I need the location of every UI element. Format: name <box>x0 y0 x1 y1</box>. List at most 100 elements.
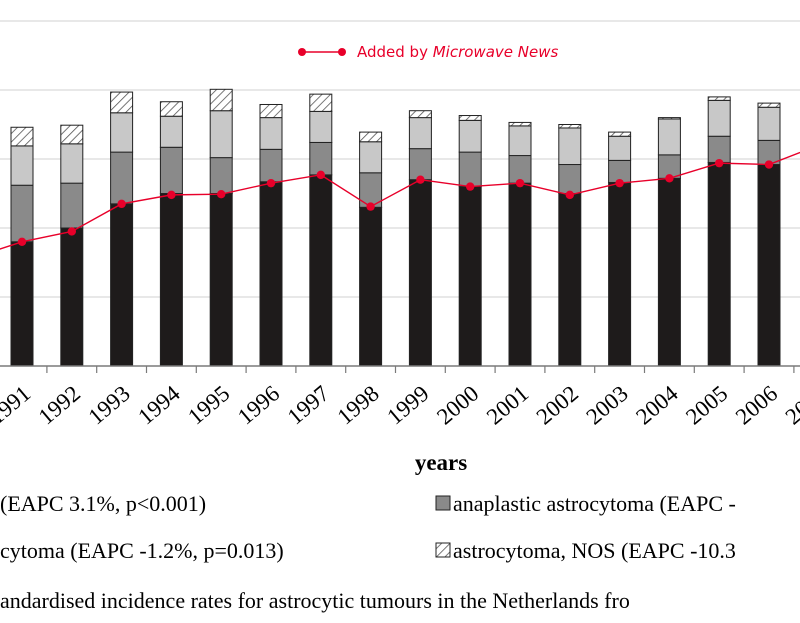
x-ticks: 1991199219931994199519961997199819992000… <box>0 366 800 429</box>
bar-anaplastic-1999 <box>408 148 432 181</box>
legend-swatch-nos <box>435 542 451 558</box>
overlay-point-2001 <box>515 178 525 188</box>
bar-nos-1997 <box>309 93 333 112</box>
bar-nos-1993 <box>110 91 134 114</box>
bar-astrocytoma-2005 <box>707 99 731 137</box>
bar-nos-2006 <box>757 102 781 108</box>
x-tick-label-2002: 2002 <box>532 381 583 430</box>
overlay-point-1998 <box>366 202 375 211</box>
overlay-line <box>0 151 800 250</box>
overlay-point-1995 <box>217 189 226 199</box>
x-tick-label-1998: 1998 <box>333 381 384 430</box>
overlay-point-2004 <box>665 174 674 183</box>
bar-nos-2005 <box>707 96 731 101</box>
overlay-point-1993 <box>117 199 126 209</box>
bar-anaplastic-2005 <box>707 135 731 163</box>
x-tick-label-1996: 1996 <box>233 381 284 430</box>
bar-glio-2005 <box>707 161 731 367</box>
legend-item-anaplastic: anaplastic astrocytoma (EAPC - <box>453 491 736 516</box>
bar-astrocytoma-1993 <box>110 112 134 153</box>
x-tick-label-1991: 1991 <box>0 381 35 430</box>
x-tick-label-1992: 1992 <box>34 381 85 430</box>
overlay-point-2002 <box>565 190 574 200</box>
overlay-point-2006 <box>764 160 774 169</box>
overlay-point-1992 <box>67 227 77 236</box>
bar-glio-1999 <box>408 179 432 367</box>
x-tick-label-1997: 1997 <box>283 381 334 430</box>
x-tick-label-1994: 1994 <box>133 380 185 429</box>
bar-nos-1996 <box>259 103 283 119</box>
x-axis-title: years <box>415 450 467 475</box>
x-tick-label-2007: 2007 <box>781 381 800 430</box>
annotation: Added by Microwave News <box>298 43 558 61</box>
bar-glio-2000 <box>458 186 482 367</box>
bar-glio-2004 <box>657 177 681 367</box>
bar-anaplastic-2000 <box>458 151 482 188</box>
bar-nos-2002 <box>558 124 582 129</box>
bar-glio-2002 <box>558 193 582 367</box>
annotation-marker-left <box>298 48 306 56</box>
legend-item-glioblastoma: (EAPC 3.1%, p<0.001) <box>0 491 206 516</box>
overlay-point-2003 <box>615 178 624 188</box>
legend-item-nos: astrocytoma, NOS (EAPC -10.3 <box>453 538 736 563</box>
bar-anaplastic-1996 <box>259 148 283 183</box>
bar-glio-1993 <box>110 203 134 367</box>
bar-glio-2003 <box>608 181 632 367</box>
bar-glio-1996 <box>259 181 283 367</box>
bar-nos-1999 <box>408 110 432 119</box>
x-tick-label-2000: 2000 <box>432 381 483 430</box>
bar-glio-1994 <box>159 193 183 367</box>
overlay-point-2005 <box>715 158 724 168</box>
legend-swatch-anaplastic <box>435 495 451 511</box>
bar-astrocytoma-1991 <box>10 145 34 186</box>
x-tick-label-2005: 2005 <box>681 381 732 430</box>
bar-nos-2004 <box>657 117 681 120</box>
bar-glio-1995 <box>209 193 233 367</box>
annotation-prefix: Added by <box>357 43 433 61</box>
bar-glio-2006 <box>757 164 781 367</box>
x-tick-label-2004: 2004 <box>631 380 683 429</box>
bar-astrocytoma-1994 <box>159 115 183 148</box>
annotation-marker-right <box>338 48 346 56</box>
bar-astrocytoma-1999 <box>408 117 432 150</box>
bar-astrocytoma-1992 <box>60 143 84 184</box>
bar-nos-1998 <box>359 131 383 143</box>
bar-anaplastic-1994 <box>159 146 183 195</box>
bar-anaplastic-1991 <box>10 184 34 243</box>
overlay-line-path <box>0 151 800 250</box>
bar-glio-1998 <box>359 206 383 367</box>
figure-caption: andardised incidence rates for astrocyti… <box>0 588 630 613</box>
bar-astrocytoma-1995 <box>209 110 233 159</box>
bar-astrocytoma-2002 <box>558 127 582 166</box>
bar-astrocytoma-2006 <box>757 106 781 141</box>
overlay-point-1999 <box>416 175 425 184</box>
x-tick-label-1995: 1995 <box>183 381 234 430</box>
bar-astrocytoma-2000 <box>458 119 482 153</box>
legend: (EAPC 3.1%, p<0.001) anaplastic astrocyt… <box>0 491 736 563</box>
bar-astrocytoma-1997 <box>309 110 333 143</box>
bar-glio-1992 <box>60 227 84 367</box>
bar-glio-2001 <box>508 182 532 367</box>
overlay-point-1994 <box>167 190 176 200</box>
bar-anaplastic-1992 <box>60 182 84 229</box>
bar-nos-1992 <box>60 124 84 145</box>
annotation-text: Added by Microwave News <box>357 43 558 61</box>
x-tick-label-2003: 2003 <box>582 381 633 430</box>
bar-nos-1995 <box>209 88 233 112</box>
bar-astrocytoma-1996 <box>259 117 283 150</box>
bar-astrocytoma-1998 <box>359 141 383 174</box>
annotation-italic: Microwave News <box>433 43 559 61</box>
bar-astrocytoma-2003 <box>608 135 632 161</box>
bar-nos-2003 <box>608 131 632 137</box>
bar-anaplastic-1997 <box>309 141 333 176</box>
bar-nos-2001 <box>508 121 532 127</box>
bar-astrocytoma-2004 <box>657 118 681 156</box>
x-tick-label-1993: 1993 <box>84 381 135 430</box>
x-tick-label-1999: 1999 <box>382 381 433 430</box>
overlay-point-1997 <box>316 170 325 180</box>
bar-anaplastic-1993 <box>110 151 134 205</box>
overlay-point-1996 <box>266 178 276 188</box>
bar-nos-2000 <box>458 115 482 121</box>
bar-nos-1994 <box>159 101 183 117</box>
bar-nos-1991 <box>10 126 34 147</box>
